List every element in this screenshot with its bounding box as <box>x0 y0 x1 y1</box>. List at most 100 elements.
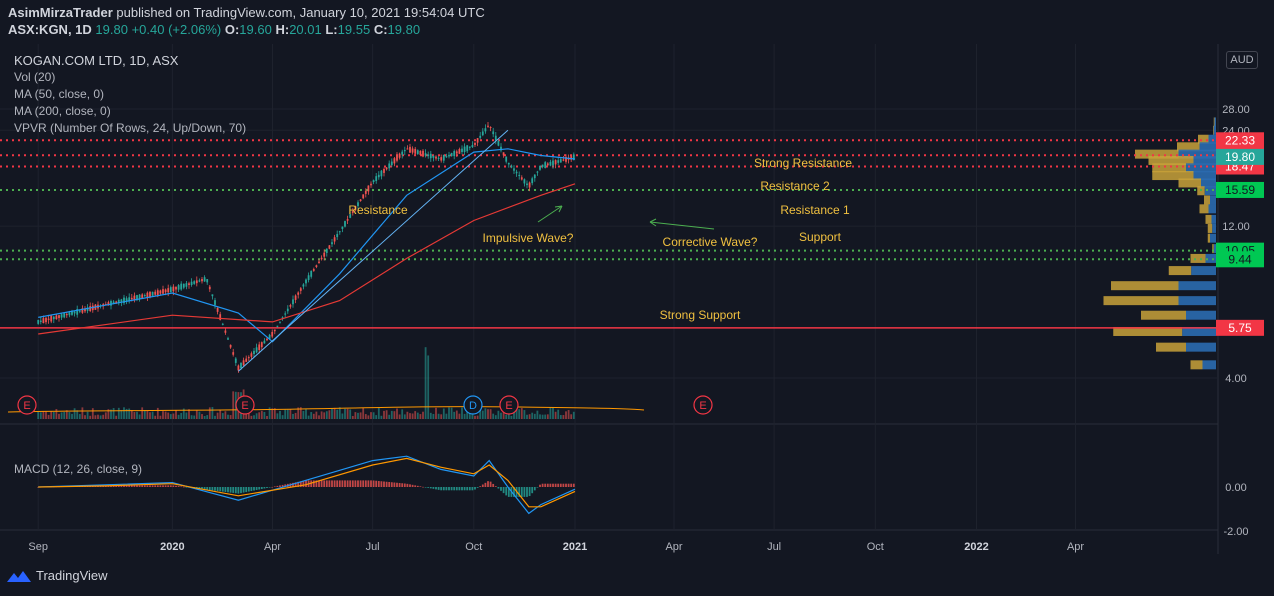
vpvr-up-bar <box>1210 195 1216 205</box>
volume-bar <box>227 414 229 419</box>
symbol-legend[interactable]: KOGAN.COM LTD, 1D, ASX <box>14 53 179 68</box>
candle-body <box>487 125 489 127</box>
volume-bar <box>406 411 409 419</box>
candle-body <box>333 237 336 242</box>
macd-histogram-bar <box>279 485 281 487</box>
vpvr-legend[interactable]: VPVR (Number Of Rows, 24, Up/Down, 70) <box>14 121 247 135</box>
candle-body <box>242 360 245 366</box>
volume-bar <box>107 409 110 419</box>
candle-body <box>331 242 333 245</box>
vpvr-up-bar <box>1205 253 1216 263</box>
volume-bar <box>125 408 128 419</box>
macd-histogram-bar <box>362 480 365 487</box>
macd-histogram-bar <box>120 485 123 487</box>
volume-bar <box>383 410 385 419</box>
vpvr-up-bar <box>1178 149 1216 159</box>
volume-bar <box>325 411 328 419</box>
time-axis-label: Oct <box>465 541 482 553</box>
volume-bar <box>268 407 271 419</box>
volume-bar <box>450 407 453 419</box>
vpvr-down-bar <box>1135 149 1179 159</box>
macd-histogram-bar <box>567 483 570 487</box>
candle-body <box>297 292 300 295</box>
candle-body <box>458 149 461 154</box>
candle-body <box>305 279 307 284</box>
macd-histogram-bar <box>237 487 240 494</box>
vpvr-up-bar <box>1191 266 1216 276</box>
volume-bar <box>419 414 422 419</box>
volume-bar <box>112 408 115 419</box>
volume-bar <box>136 411 138 419</box>
macd-histogram-bar <box>297 481 300 487</box>
candle-body <box>552 160 554 166</box>
macd-histogram-bar <box>253 487 255 491</box>
candle-body <box>403 150 406 152</box>
volume-bar <box>476 415 479 419</box>
close-label: C: <box>373 22 388 37</box>
macd-histogram-bar <box>318 480 320 487</box>
volume-bar <box>393 411 396 419</box>
macd-histogram-bar <box>299 481 302 487</box>
macd-axis-tick: -2.00 <box>1223 526 1248 538</box>
volume-bar <box>58 413 60 419</box>
publisher-name[interactable]: AsimMirzaTrader <box>8 5 113 20</box>
candle-body <box>393 158 396 164</box>
candle-body <box>424 153 427 156</box>
candle-body <box>359 199 362 202</box>
macd-histogram-bar <box>130 485 133 487</box>
macd-histogram-bar <box>219 487 222 492</box>
macd-histogram-bar <box>549 483 552 487</box>
candle-body <box>185 283 188 287</box>
event-marker-label: E <box>699 400 706 412</box>
candle-body <box>216 307 219 312</box>
vpvr-up-bar <box>1214 117 1216 127</box>
chart-annotation: Strong Resistance <box>754 156 852 170</box>
candle-body <box>507 162 510 165</box>
candle-body <box>55 315 58 320</box>
macd-histogram-bar <box>133 485 136 487</box>
level-axis-label: 9.44 <box>1228 252 1252 266</box>
volume-bar <box>479 409 482 419</box>
high-label: H: <box>275 22 290 37</box>
macd-histogram-bar <box>276 485 279 487</box>
macd-histogram-bar <box>214 487 216 491</box>
candle-body <box>162 289 164 294</box>
macd-histogram-bar <box>201 487 203 490</box>
vpvr-down-bar <box>1213 117 1215 127</box>
footer-brand[interactable]: TradingView <box>6 568 108 583</box>
volume-bar <box>445 413 448 419</box>
candle-body <box>224 330 227 333</box>
volume-bar <box>310 412 313 419</box>
macd-histogram-bar <box>156 485 159 487</box>
candle-body <box>206 279 209 283</box>
macd-histogram-bar <box>211 487 214 491</box>
ma200-legend[interactable]: MA (200, close, 0) <box>14 104 111 118</box>
volume-bar <box>546 414 549 419</box>
level-axis-label: 5.75 <box>1228 321 1252 335</box>
macd-histogram-bar <box>151 485 154 487</box>
ma50-legend[interactable]: MA (50, close, 0) <box>14 87 105 101</box>
currency-button[interactable]: AUD <box>1226 51 1258 69</box>
vol-legend[interactable]: Vol (20) <box>14 70 56 84</box>
macd-histogram-bar <box>448 487 450 491</box>
candle-body <box>468 146 471 148</box>
macd-histogram-bar <box>372 480 375 487</box>
macd-histogram-bar <box>177 486 180 487</box>
candle-body <box>422 150 424 157</box>
vpvr-up-bar <box>1208 134 1216 144</box>
macd-histogram-bar <box>539 484 541 487</box>
volume-bar <box>401 409 404 419</box>
candle-body <box>175 286 177 290</box>
macd-legend[interactable]: MACD (12, 26, close, 9) <box>14 462 143 476</box>
macd-histogram-bar <box>481 484 484 487</box>
volume-bar <box>151 411 154 419</box>
volume-bar <box>359 412 362 419</box>
candle-body <box>416 150 419 154</box>
macd-histogram-bar <box>554 483 557 487</box>
volume-bar <box>141 407 144 419</box>
macd-histogram-bar <box>364 480 367 487</box>
chart-annotation: Corrective Wave? <box>663 235 758 249</box>
volume-bar <box>559 415 562 419</box>
candle-body <box>492 131 495 135</box>
candle-body <box>372 180 375 183</box>
